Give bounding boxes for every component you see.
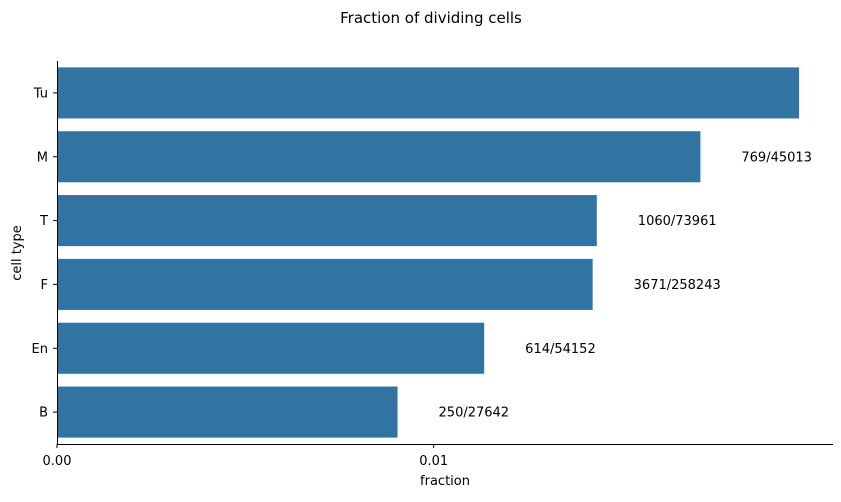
- y-tick-label-t: T: [39, 214, 48, 229]
- bar-annotations: 769/45013 1060/73961 3671/258243 614/54152 2…: [439, 150, 812, 420]
- y-axis-ticks: Tu M T F En B: [32, 86, 57, 421]
- chart-title: Fraction of dividing cells: [340, 9, 522, 27]
- bar-annotation-en: 614/54152: [525, 342, 596, 357]
- y-tick-label-m: M: [37, 150, 48, 165]
- y-tick-label-tu: Tu: [33, 86, 48, 101]
- y-tick-label-en: En: [32, 342, 48, 357]
- bars-group: [57, 67, 800, 438]
- bar-annotation-t: 1060/73961: [638, 214, 717, 229]
- y-axis-label: cell type: [10, 225, 25, 281]
- bar-en: [57, 322, 485, 374]
- bar-t: [57, 195, 597, 247]
- bar-f: [57, 258, 593, 310]
- bar-annotation-b: 250/27642: [439, 406, 510, 421]
- bar-annotation-f: 3671/258243: [634, 278, 721, 293]
- x-axis-label: fraction: [420, 474, 470, 489]
- bar-b: [57, 386, 398, 438]
- bar-tu: [57, 67, 800, 119]
- y-tick-label-f: F: [41, 278, 48, 293]
- bar-m: [57, 131, 701, 183]
- x-tick-label: 0.01: [419, 454, 448, 469]
- y-tick-label-b: B: [39, 406, 48, 421]
- x-axis-ticks: 0.00 0.01: [43, 444, 448, 469]
- x-tick-label: 0.00: [43, 454, 72, 469]
- bar-annotation-m: 769/45013: [741, 150, 812, 165]
